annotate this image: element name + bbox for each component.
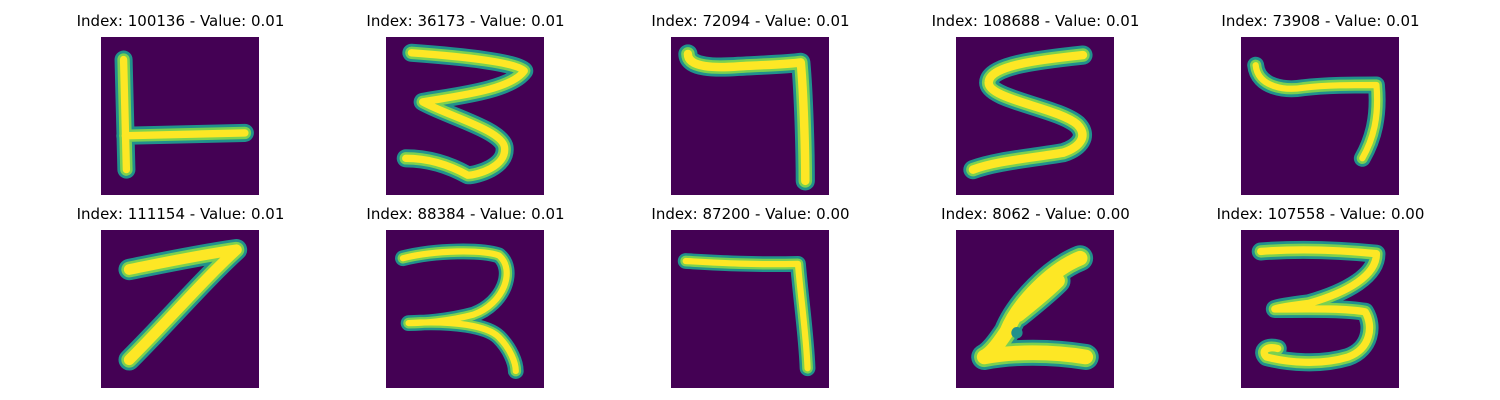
panel-title: Index: 36173 - Value: 0.01 [366,12,565,30]
digit-image [956,230,1114,388]
digit-image-svg [671,230,829,388]
panel-9: Index: 8062 - Value: 0.00 [893,204,1178,389]
digit-image [101,230,259,388]
panel-title: Index: 88384 - Value: 0.01 [366,205,565,223]
digit-image [101,37,259,195]
panel-5: Index: 73908 - Value: 0.01 [1178,11,1463,196]
digit-image-svg [386,37,544,195]
panel-6: Index: 111154 - Value: 0.01 [38,204,323,389]
digit-image [956,37,1114,195]
panel-7: Index: 88384 - Value: 0.01 [323,204,608,389]
digit-image [671,37,829,195]
digit-image [386,230,544,388]
panel-10: Index: 107558 - Value: 0.00 [1178,204,1463,389]
digit-image-svg [386,230,544,388]
panel-title: Index: 100136 - Value: 0.01 [76,12,285,30]
digit-image [1241,37,1399,195]
panel-1: Index: 100136 - Value: 0.01 [38,11,323,196]
digit-image-svg [956,230,1114,388]
panel-title: Index: 107558 - Value: 0.00 [1216,205,1425,223]
panel-title: Index: 108688 - Value: 0.01 [931,12,1140,30]
panel-8: Index: 87200 - Value: 0.00 [608,204,893,389]
digit-image-svg [1241,37,1399,195]
panel-2: Index: 36173 - Value: 0.01 [323,11,608,196]
digit-image [386,37,544,195]
digit-image-svg [101,230,259,388]
digit-image-svg [1241,230,1399,388]
panel-title: Index: 111154 - Value: 0.01 [76,205,285,223]
panel-3: Index: 72094 - Value: 0.01 [608,11,893,196]
panel-title: Index: 87200 - Value: 0.00 [651,205,850,223]
panel-title: Index: 73908 - Value: 0.01 [1221,12,1420,30]
digit-image-svg [101,37,259,195]
digit-image [1241,230,1399,388]
digit-image-svg [671,37,829,195]
panel-title: Index: 72094 - Value: 0.01 [651,12,850,30]
panel-title: Index: 8062 - Value: 0.00 [941,205,1130,223]
digit-image-svg [956,37,1114,195]
digit-image [671,230,829,388]
panel-4: Index: 108688 - Value: 0.01 [893,11,1178,196]
